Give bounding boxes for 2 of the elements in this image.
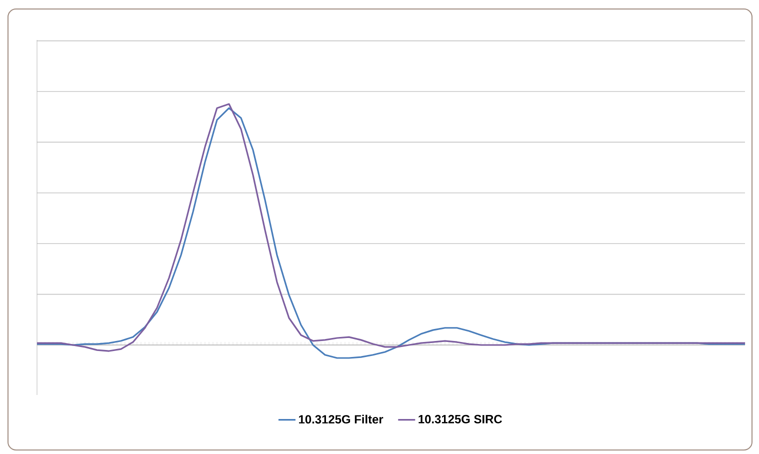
legend-label: 10.3125G Filter xyxy=(299,414,384,424)
legend-label: 10.3125G SIRC xyxy=(418,414,502,424)
